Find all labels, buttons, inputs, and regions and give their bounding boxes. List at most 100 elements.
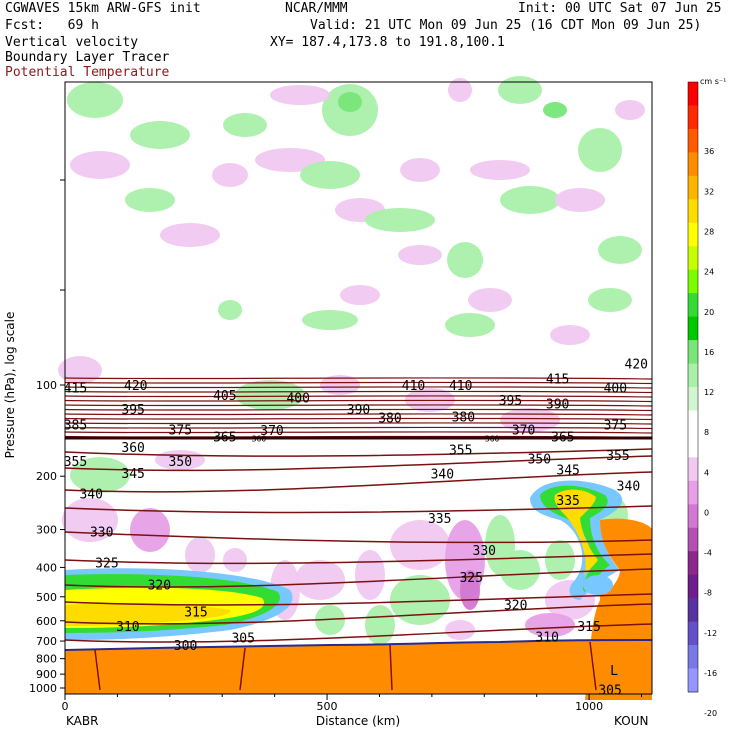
isentrope-label: 390 [347, 403, 370, 418]
colorbar-swatch [688, 480, 698, 505]
isentrope-line [94, 649, 101, 691]
isentrope-line [64, 623, 653, 643]
velocity-blob [130, 121, 190, 149]
isentrope-label: 350 [169, 455, 192, 470]
isentrope-label: 380 [378, 411, 401, 426]
isentrope-label: 315 [184, 606, 207, 621]
plume-shading [554, 489, 598, 576]
isentrope-label: 365 [213, 431, 236, 446]
isentrope-line [64, 448, 653, 457]
colorbar-level: 28 [704, 228, 714, 237]
isentrope-label: 415 [64, 382, 87, 397]
velocity-blob [58, 356, 102, 384]
isentrope-line [64, 381, 653, 385]
velocity-blob [400, 158, 440, 182]
velocity-blob [212, 163, 248, 187]
plume-core [612, 534, 648, 562]
velocity-blob [578, 128, 622, 172]
colorbar-swatch [688, 199, 698, 224]
velocity-blob [125, 188, 175, 212]
colorbar-level: -16 [704, 669, 717, 678]
colorbar-level: 4 [704, 468, 709, 477]
cross-section-xy: XY= 187.4,173.8 to 191.8,100.1 [270, 35, 505, 50]
velocity-blob [338, 92, 362, 112]
isentrope-label: 415 [546, 372, 569, 387]
boundary-layer-shading [65, 602, 231, 626]
isentrope-line [64, 422, 653, 425]
plot-frame [64, 81, 653, 695]
colorbar-frame [687, 81, 699, 693]
isentrope-line [64, 593, 653, 606]
x-tick-label: 0 [62, 700, 69, 713]
isentrope-line [64, 568, 653, 588]
isentrope-label: 305 [231, 631, 254, 646]
colorbar-swatch [688, 340, 698, 365]
isentrope-label: 305 [598, 683, 621, 698]
isentrope-label: 310 [535, 630, 558, 645]
colorbar-level: -4 [704, 549, 712, 558]
x-tick-label: 500 [317, 700, 338, 713]
velocity-blob [315, 605, 345, 635]
colorbar-swatch [688, 316, 698, 341]
velocity-blob [398, 245, 442, 265]
init-time: Init: 00 UTC Sat 07 Jun 25 [518, 1, 722, 16]
org-label: NCAR/MMM [285, 1, 348, 16]
velocity-blob [365, 605, 395, 645]
velocity-blob [270, 85, 330, 105]
colorbar-swatch [688, 621, 698, 646]
colorbar-swatch [688, 668, 698, 693]
isentrope-label: 335 [428, 512, 451, 527]
colorbar-swatch [688, 105, 698, 130]
isentrope-line [64, 603, 653, 625]
isentrope-label: 330 [473, 544, 496, 559]
colorbar-swatch [688, 457, 698, 482]
colorbar-swatch [688, 504, 698, 529]
isentrope-label: 380 [452, 410, 475, 425]
isentrope-line [64, 404, 653, 407]
velocity-blob [70, 457, 130, 493]
velocity-blob [468, 288, 512, 312]
colorbar-level: -12 [704, 629, 717, 638]
velocity-blob [67, 82, 123, 118]
valid-time: Valid: 21 UTC Mon 09 Jun 25 (16 CDT Mon … [310, 18, 702, 33]
isentrope-line [64, 399, 653, 403]
isentrope-label: 390 [546, 397, 569, 412]
isentrope-label: 400 [286, 392, 309, 407]
isentrope-label: 315 [577, 620, 600, 635]
colorbar-level: 12 [704, 388, 714, 397]
velocity-blob [218, 300, 242, 320]
isentrope-label: 400 [604, 382, 627, 397]
colorbar-swatch [688, 527, 698, 552]
velocity-blob [185, 537, 215, 573]
isentrope-contours [64, 377, 653, 691]
plume-orange [600, 592, 652, 640]
velocity-blob [615, 100, 645, 120]
colorbar-level: 36 [704, 147, 714, 156]
x-axis-label: Distance (km) [316, 714, 400, 728]
model-title: CGWAVES 15km ARW-GFS init [5, 1, 201, 16]
isentrope-line [64, 431, 653, 434]
isentrope-label: 340 [431, 468, 454, 483]
y-axis-label: Pressure (hPa), log scale [3, 312, 17, 459]
velocity-blob [598, 236, 642, 264]
isentrope-line [64, 390, 653, 394]
colorbar-swatch [688, 363, 698, 388]
isentrope-labels: 415 420 405 400 410 410 415 420 400 395 390 380 380 3… [64, 358, 648, 699]
isentrope-line [64, 377, 653, 380]
field-vertical-velocity: Vertical velocity [5, 35, 139, 50]
isentrope-label: 320 [504, 598, 527, 613]
forecast-hour: Fcst: 69 h [5, 18, 99, 33]
colorbar-level: -20 [704, 709, 717, 718]
y-tick-label: 1000 [29, 682, 57, 695]
isentrope-label: 405 [213, 389, 236, 404]
velocity-blob [448, 78, 472, 102]
colorbar-level: 8 [704, 428, 709, 437]
velocity-blob [130, 508, 170, 552]
isentrope-label: 365 [551, 431, 574, 446]
y-tick-label: 400 [36, 561, 57, 574]
field-potential-temperature: Potential Temperature [5, 65, 170, 80]
velocity-blob [300, 161, 360, 189]
isentrope-label: 320 [148, 578, 171, 593]
velocity-blob [390, 520, 450, 570]
